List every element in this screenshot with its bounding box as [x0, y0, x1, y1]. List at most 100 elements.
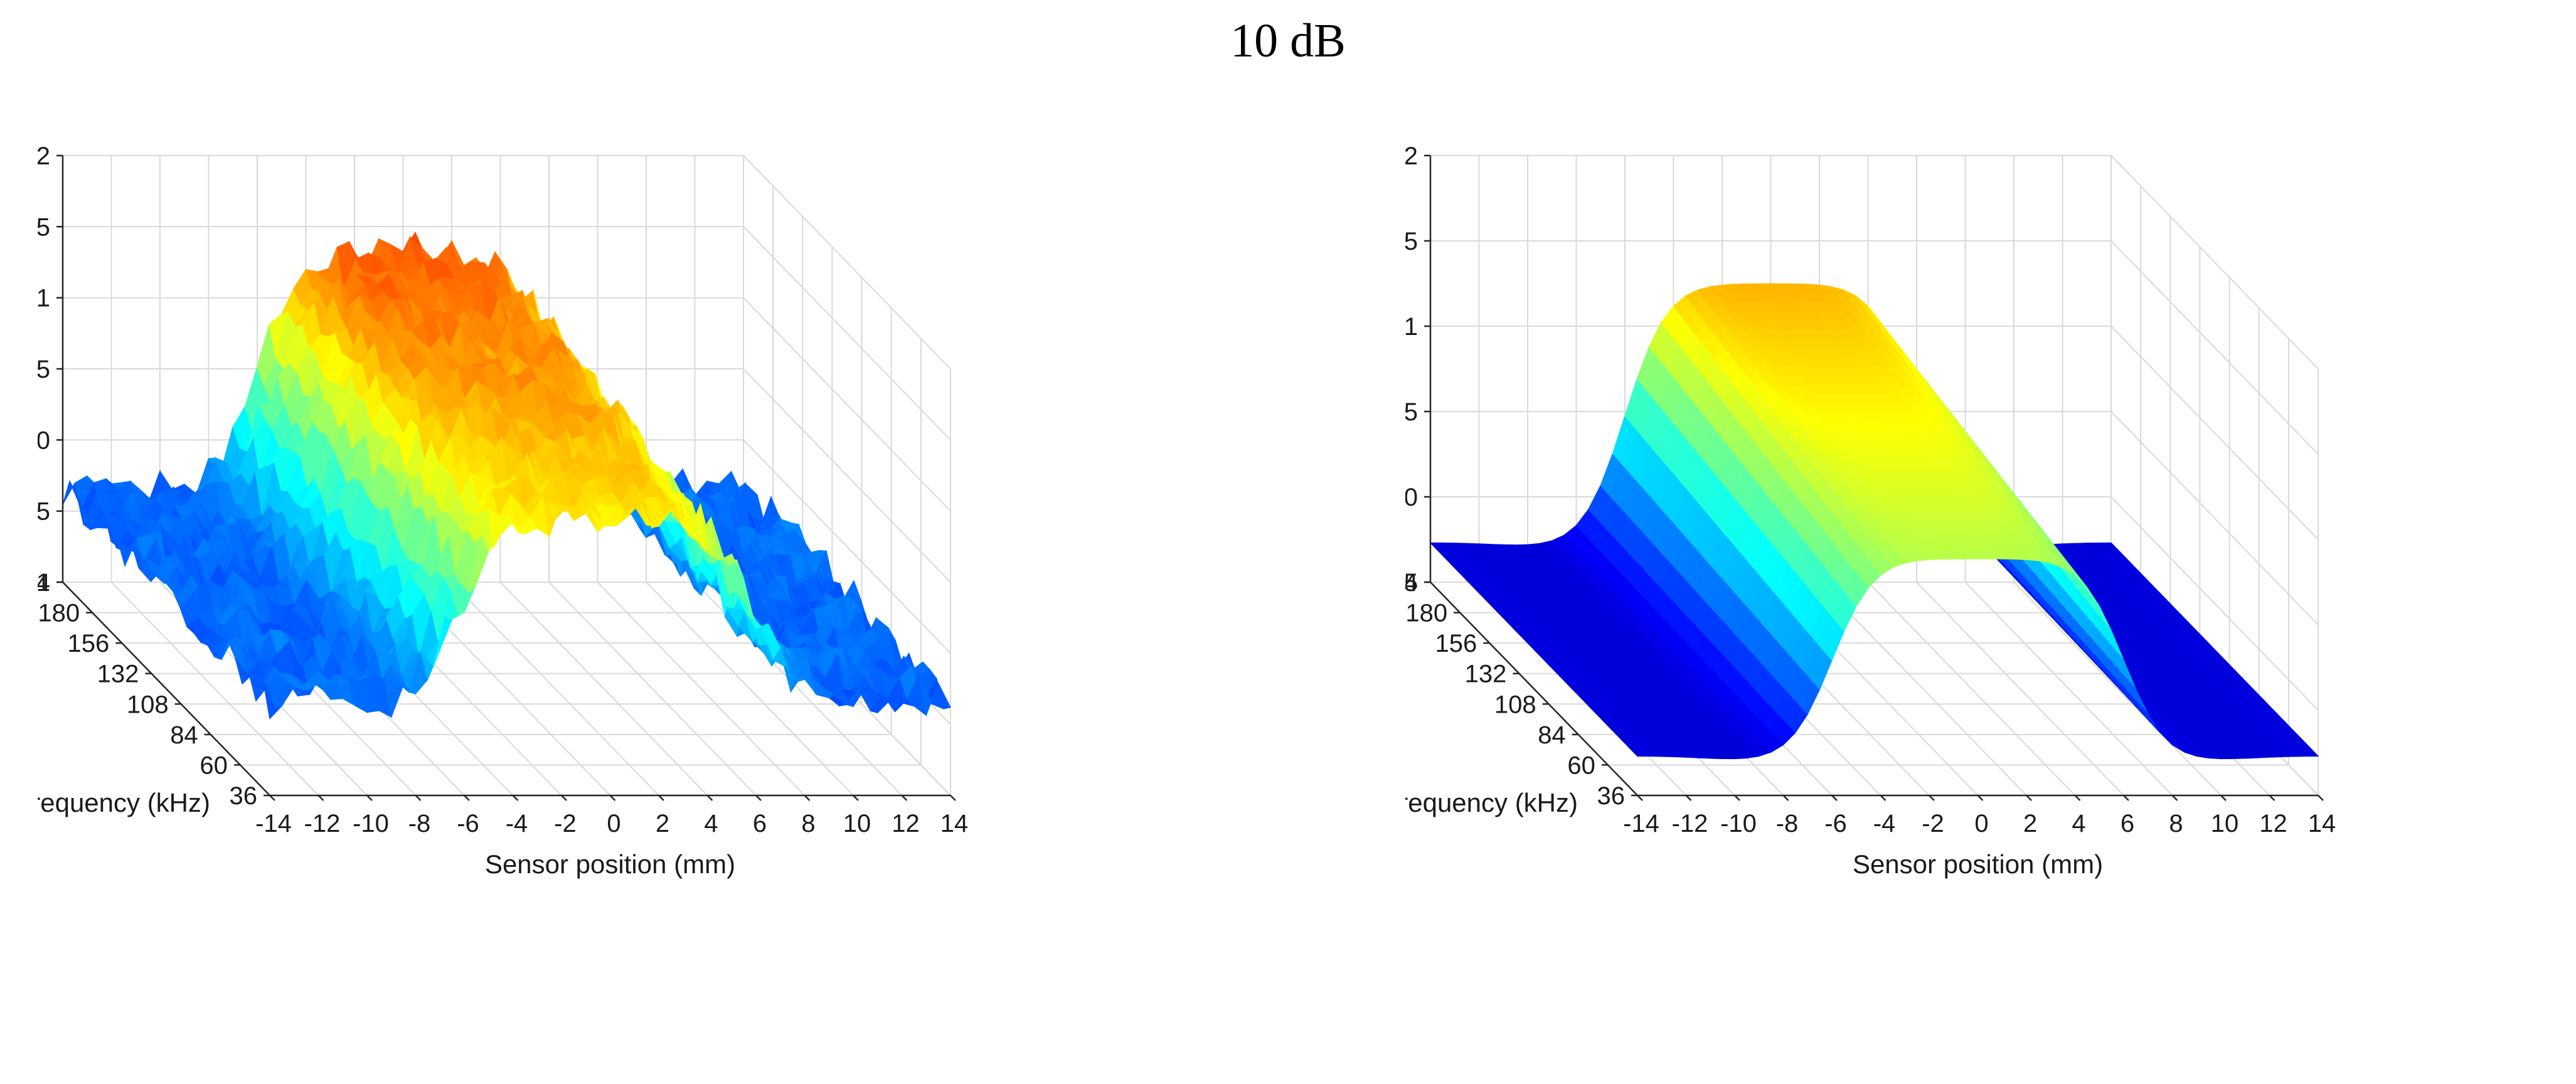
x-tick-label: -6 — [457, 810, 479, 837]
x-tick-label: 8 — [2169, 810, 2183, 837]
y-tick-label: 132 — [97, 661, 139, 688]
z-tick-label: 2 — [1405, 144, 1418, 170]
sidewall-gridline-z — [743, 368, 951, 583]
y-axis-title: Frequency (kHz) — [38, 788, 210, 817]
floor-gridline-x — [1819, 582, 2027, 796]
x-tick-label: -4 — [506, 810, 528, 837]
x-tick-label: -12 — [304, 810, 341, 837]
x-tick-label: -6 — [1824, 810, 1847, 837]
x-tick-label: 14 — [2308, 810, 2336, 837]
sidewall-gridline-z — [2110, 326, 2319, 540]
x-tick-label: 0 — [1974, 810, 1988, 837]
x-tick — [853, 795, 859, 801]
z-tick-label: 0.5 — [38, 356, 50, 383]
z-tick-label: 1 — [38, 285, 50, 312]
y-axis-line — [1430, 582, 1638, 796]
axes — [56, 154, 956, 801]
y-tick-label: 60 — [200, 752, 228, 779]
x-tick-label: 2 — [2023, 810, 2037, 837]
surface-patch — [930, 682, 951, 709]
z-tick-label: 1 — [1405, 313, 1418, 341]
x-tick-label: -10 — [1720, 810, 1757, 837]
x-tick — [2123, 795, 2129, 801]
x-tick-label: -8 — [1776, 810, 1799, 837]
z-tick-label: -0.5 — [38, 498, 50, 526]
y-tick-label: 84 — [170, 721, 198, 749]
x-tick — [1734, 795, 1740, 801]
y-tick-label: 36 — [1597, 782, 1626, 810]
x-tick — [2269, 795, 2275, 801]
x-tick-label: 12 — [891, 810, 920, 837]
x-tick — [1880, 795, 1887, 801]
x-tick — [2074, 795, 2081, 801]
z-tick-label: 2 — [38, 144, 50, 170]
axes — [1424, 154, 2324, 801]
x-tick — [317, 795, 324, 801]
x-axis-title: Sensor position (mm) — [485, 849, 735, 879]
x-tick-label: 0 — [607, 810, 620, 837]
x-tick — [269, 795, 275, 801]
y-tick-label: 204 — [1405, 569, 1418, 597]
surface-plot-measured: -14 -12 -10 -8 -6 -4 -2 0 2 4 6 8 10 12 14366084108132… — [38, 144, 969, 879]
x-tick — [804, 795, 811, 801]
floor-gridline-x — [1867, 582, 2076, 796]
x-tick — [2220, 795, 2227, 801]
x-tick-label: -2 — [554, 810, 577, 837]
x-axis-title: Sensor position (mm) — [1853, 849, 2103, 879]
sidewall-gridline-z — [2110, 411, 2319, 625]
x-tick-label: 2 — [656, 810, 669, 837]
y-axis-line — [62, 582, 270, 796]
x-tick — [561, 795, 567, 801]
x-tick-label: 8 — [801, 810, 815, 837]
floor-gridline-x — [1964, 582, 2173, 796]
floor-gridline-x — [548, 582, 757, 796]
x-tick — [415, 795, 422, 801]
x-tick-label: -10 — [353, 810, 389, 837]
x-tick — [1637, 795, 1643, 801]
x-tick — [950, 795, 956, 801]
sidewall-gridline-z — [2110, 155, 2319, 369]
x-tick — [1831, 795, 1838, 801]
y-tick-label: 156 — [68, 630, 110, 657]
floor-gridline-x — [597, 582, 806, 796]
x-tick-label: -4 — [1873, 810, 1896, 837]
x-tick — [2171, 795, 2178, 801]
z-tick-label: -1 — [38, 569, 50, 597]
floor-gridline-x — [2013, 582, 2222, 796]
surface-patch — [2298, 748, 2319, 757]
x-tick-label: 6 — [753, 810, 767, 837]
y-tick-label: 180 — [38, 600, 80, 627]
x-tick-label: 10 — [843, 810, 871, 837]
z-tick-label: -0.5 — [1405, 569, 1418, 597]
z-tick-label: 0 — [1405, 484, 1418, 511]
x-tick — [512, 795, 519, 801]
y-tick-label: 60 — [1567, 752, 1595, 779]
z-tick-label: 1.5 — [38, 213, 50, 241]
x-tick — [464, 795, 470, 801]
floor-gridline-x — [1916, 582, 2124, 796]
x-tick — [706, 795, 713, 801]
x-tick — [901, 795, 908, 801]
y-tick-label: 132 — [1465, 661, 1507, 688]
y-tick-label: 84 — [1538, 721, 1566, 749]
sidewall-gridline-z — [2110, 496, 2319, 711]
floor-gridline-x — [646, 582, 854, 796]
x-tick-label: 6 — [2121, 810, 2134, 837]
floor-gridline-x — [499, 582, 708, 796]
x-tick — [609, 795, 616, 801]
x-tick — [2026, 795, 2032, 801]
x-tick-label: 10 — [2211, 810, 2239, 837]
sidewall-gridline-z — [743, 155, 951, 369]
x-tick-label: 12 — [2259, 810, 2287, 837]
floor-gridline-x — [110, 582, 319, 796]
tick-labels: -14 -12 -10 -8 -6 -4 -2 0 2 4 6 8 10 12 14366084108132… — [1405, 144, 2336, 837]
x-tick-label: -14 — [255, 810, 292, 837]
surface — [62, 231, 951, 720]
x-tick-label: 4 — [2072, 810, 2085, 837]
x-tick-label: 14 — [940, 810, 969, 837]
x-tick-label: -12 — [1672, 810, 1708, 837]
x-tick — [658, 795, 664, 801]
surface — [1429, 283, 2319, 760]
x-tick — [1977, 795, 1984, 801]
y-tick-label: 156 — [1435, 630, 1477, 657]
